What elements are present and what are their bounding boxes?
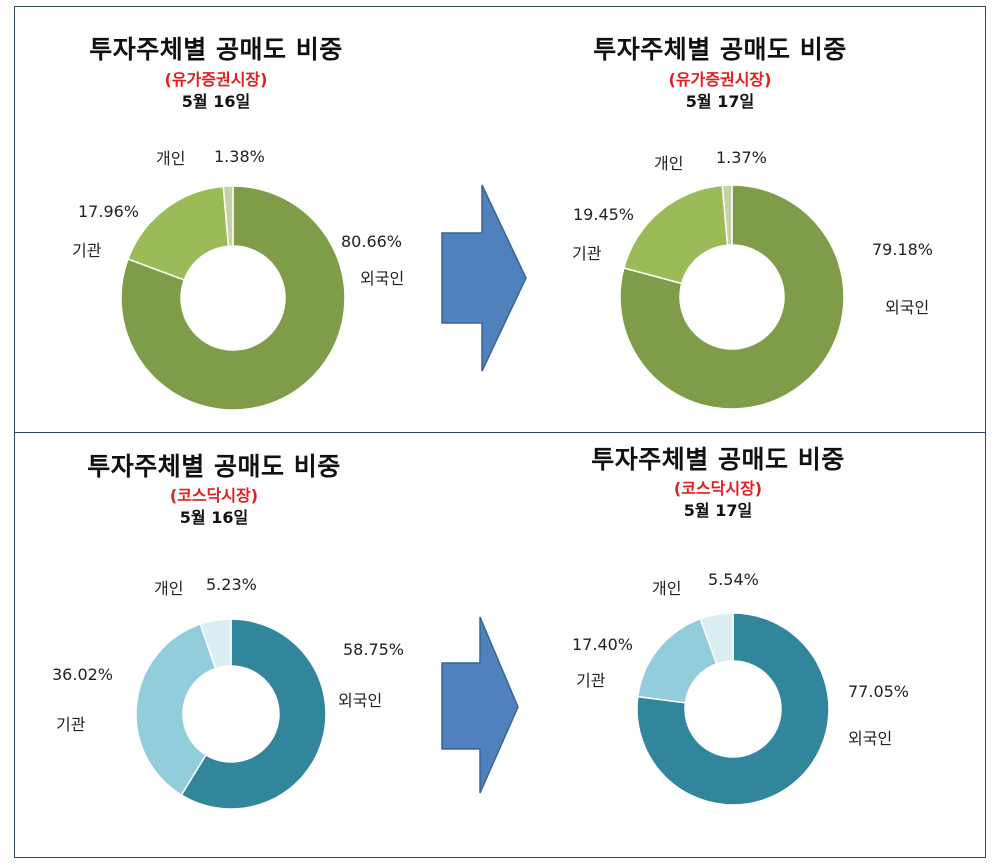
chart-title: 투자주체별 공매도 비중: [89, 35, 343, 64]
slice-name-individual: 개인: [654, 154, 684, 173]
chart-market: (코스닥시장): [169, 486, 259, 505]
donut-slice: [619, 184, 845, 410]
chart-title: 투자주체별 공매도 비중: [591, 445, 845, 474]
slice-name-institution: 기관: [576, 671, 606, 690]
chart-market: (코스닥시장): [673, 479, 763, 498]
donut-slice: [622, 184, 729, 285]
slice-value-institution: 17.40%: [572, 635, 634, 654]
section-divider: [14, 432, 986, 433]
donut-slice: [222, 185, 234, 248]
chart-date: 5월 17일: [683, 501, 753, 520]
slice-value-institution: 17.96%: [78, 202, 140, 221]
donut-slice: [636, 612, 830, 806]
slice-name-foreign: 외국인: [885, 298, 930, 317]
slice-value-individual: 5.54%: [708, 570, 759, 589]
slice-name-foreign: 외국인: [848, 729, 893, 748]
slice-value-institution: 36.02%: [52, 665, 114, 684]
slice-value-individual: 1.38%: [214, 147, 265, 166]
chart-title: 투자주체별 공매도 비중: [87, 452, 341, 481]
slice-name-individual: 개인: [154, 579, 184, 598]
right-arrow-icon-top: [441, 184, 527, 372]
slice-name-individual: 개인: [652, 579, 682, 598]
chart-market: (유가증권시장): [668, 70, 772, 89]
donut-slice: [721, 184, 733, 247]
slice-name-institution: 기관: [56, 715, 86, 734]
donut-slice: [199, 618, 232, 670]
donut-chart: [619, 184, 845, 410]
slice-value-foreign: 58.75%: [343, 640, 405, 659]
slice-value-individual: 1.37%: [716, 148, 767, 167]
donut-slice: [699, 612, 734, 665]
donut-chart: [636, 612, 830, 806]
donut-slice: [120, 185, 346, 411]
slice-value-institution: 19.45%: [573, 205, 635, 224]
chart-date: 5월 16일: [179, 508, 249, 527]
donut-chart: [120, 185, 346, 411]
chart-market: (유가증권시장): [164, 70, 268, 89]
slice-name-institution: 기관: [572, 244, 602, 263]
donut-slice: [180, 618, 327, 810]
slice-value-foreign: 80.66%: [341, 232, 403, 251]
donut-slice: [135, 623, 217, 797]
donut-chart: [135, 618, 327, 810]
slice-name-foreign: 외국인: [360, 269, 405, 288]
chart-date: 5월 17일: [685, 92, 755, 111]
slice-value-individual: 5.23%: [206, 575, 257, 594]
slice-name-individual: 개인: [156, 149, 186, 168]
slice-name-foreign: 외국인: [338, 691, 383, 710]
right-arrow-icon-bottom: [441, 616, 519, 794]
slice-value-foreign: 79.18%: [872, 240, 934, 259]
chart-date: 5월 16일: [181, 92, 251, 111]
donut-slice: [127, 185, 230, 281]
chart-title: 투자주체별 공매도 비중: [593, 35, 847, 64]
slice-value-foreign: 77.05%: [848, 682, 910, 701]
slice-name-institution: 기관: [72, 241, 102, 260]
